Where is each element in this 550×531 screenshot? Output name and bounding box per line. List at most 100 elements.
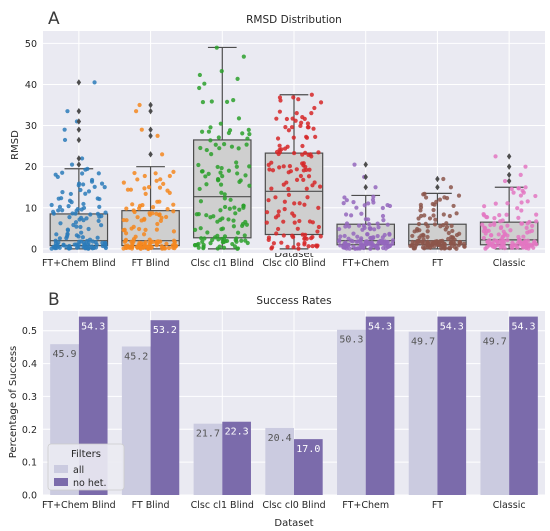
- strip-point: [483, 231, 488, 236]
- strip-point: [99, 223, 104, 228]
- strip-point: [159, 215, 164, 220]
- strip-point: [509, 186, 514, 192]
- strip-point: [364, 239, 369, 244]
- strip-point: [368, 226, 373, 232]
- strip-point: [231, 224, 236, 229]
- strip-point: [129, 226, 134, 231]
- strip-point: [312, 105, 317, 111]
- strip-point: [284, 180, 289, 185]
- strip-point: [498, 226, 504, 231]
- strip-point: [167, 173, 172, 179]
- strip-point: [310, 183, 315, 188]
- strip-point: [217, 146, 222, 151]
- strip-point: [306, 174, 312, 179]
- strip-point: [423, 195, 429, 200]
- strip-point: [264, 210, 270, 215]
- strip-point: [202, 81, 207, 86]
- bar-value-label: 49.7: [411, 337, 435, 348]
- strip-point: [196, 245, 201, 250]
- strip-point: [371, 200, 376, 205]
- strip-point: [298, 123, 303, 129]
- y-tick-label-a: 10: [25, 203, 37, 214]
- strip-point: [235, 246, 240, 251]
- x-tick-label-b: FT+Chem: [342, 500, 389, 511]
- strip-point: [437, 197, 443, 202]
- strip-point: [157, 212, 162, 217]
- outlier-marker: [506, 153, 512, 160]
- strip-point: [137, 245, 143, 250]
- strip-point: [99, 214, 104, 219]
- strip-point: [291, 235, 296, 240]
- bar-all: [193, 423, 223, 495]
- strip-point: [518, 172, 523, 177]
- strip-point: [242, 233, 247, 238]
- strip-point: [481, 235, 486, 241]
- strip-point: [304, 186, 309, 191]
- strip-point: [441, 212, 446, 217]
- strip-point: [69, 162, 75, 167]
- strip-point: [313, 134, 318, 139]
- strip-point: [198, 226, 203, 231]
- strip-point: [293, 118, 298, 123]
- strip-point: [308, 152, 313, 157]
- strip-point: [130, 241, 135, 246]
- strip-point: [351, 199, 356, 205]
- strip-point: [451, 203, 456, 209]
- y-axis-label-rmsd: RMSD: [10, 130, 21, 160]
- strip-point: [218, 217, 223, 222]
- strip-point: [85, 242, 90, 247]
- strip-point: [159, 244, 164, 249]
- strip-point: [208, 241, 213, 246]
- strip-point: [208, 138, 213, 143]
- strip-point: [279, 147, 284, 152]
- strip-point: [276, 226, 281, 232]
- strip-point: [95, 211, 100, 217]
- outlier-marker: [76, 107, 82, 115]
- strip-point: [209, 152, 214, 157]
- legend-swatch: [54, 465, 68, 473]
- strip-point: [316, 205, 321, 210]
- strip-point: [96, 171, 101, 176]
- strip-point: [303, 150, 308, 156]
- strip-point: [351, 231, 356, 236]
- strip-point: [131, 236, 137, 242]
- strip-point: [166, 245, 172, 251]
- strip-point: [294, 167, 299, 172]
- strip-point: [154, 178, 159, 183]
- bar-value-label: 49.7: [483, 337, 507, 348]
- strip-point: [519, 221, 525, 226]
- strip-point: [387, 231, 392, 236]
- strip-point: [133, 109, 139, 114]
- outlier-marker: [363, 173, 368, 181]
- strip-point: [519, 200, 524, 205]
- outlier-marker: [363, 184, 368, 191]
- strip-point: [222, 196, 227, 201]
- strip-point: [72, 242, 77, 247]
- strip-point: [525, 230, 530, 235]
- strip-point: [220, 174, 225, 179]
- strip-point: [201, 242, 206, 248]
- strip-point: [276, 209, 281, 214]
- x-tick-label-b: Clsc cl0 Blind: [262, 500, 325, 511]
- strip-point: [78, 224, 83, 230]
- strip-point: [285, 244, 290, 249]
- strip-point: [301, 161, 306, 166]
- strip-point: [505, 201, 510, 206]
- outlier-marker: [363, 161, 368, 168]
- strip-point: [128, 187, 134, 192]
- strip-point: [379, 239, 384, 244]
- strip-point: [89, 177, 95, 183]
- strip-point: [337, 226, 342, 232]
- strip-point: [213, 142, 218, 147]
- strip-point: [294, 177, 300, 182]
- strip-point: [500, 218, 505, 223]
- strip-point: [92, 184, 97, 189]
- x-tick-label-a: FT: [432, 258, 443, 269]
- strip-point: [523, 238, 528, 243]
- strip-point: [215, 233, 220, 238]
- strip-point: [289, 125, 295, 130]
- strip-point: [233, 211, 238, 216]
- strip-point: [235, 171, 240, 176]
- strip-point: [86, 226, 91, 232]
- strip-point: [59, 196, 64, 201]
